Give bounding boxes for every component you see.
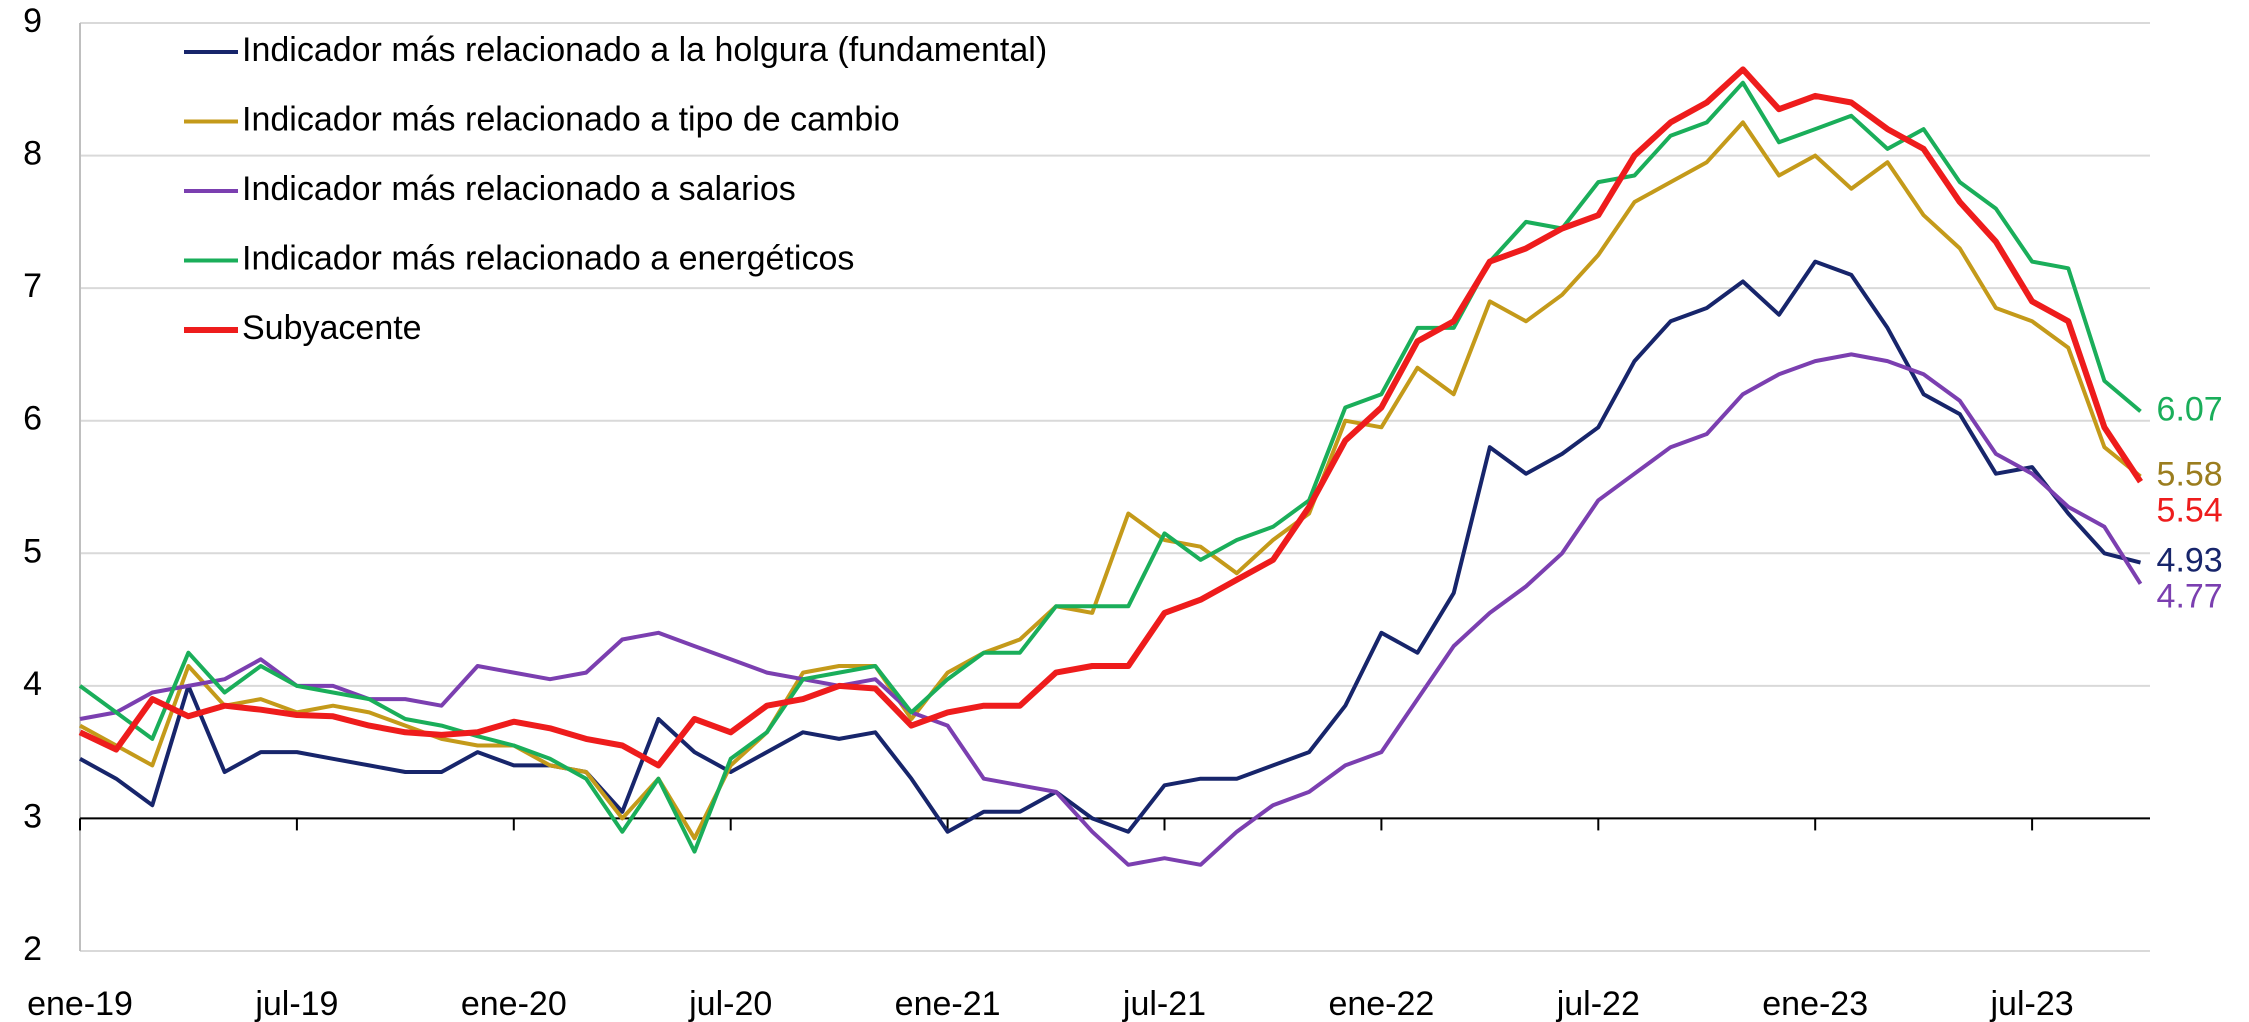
y-tick-label: 4	[23, 665, 42, 703]
y-tick-label: 6	[23, 400, 42, 438]
series-line	[78, 80, 2142, 854]
legend-label: Indicador más relacionado a tipo de camb…	[242, 100, 900, 138]
series-line	[78, 66, 2143, 769]
y-tick-label: 7	[23, 267, 42, 305]
end-label: 5.54	[2157, 491, 2223, 529]
x-tick-label: jul-20	[688, 985, 772, 1022]
x-tick-label: ene-20	[461, 985, 567, 1022]
end-label: 4.77	[2157, 578, 2223, 616]
x-tick-label: ene-21	[895, 985, 1001, 1022]
x-tick-label: jul-21	[1122, 985, 1206, 1022]
end-label: 4.93	[2157, 542, 2223, 580]
x-tick-label: ene-19	[27, 985, 133, 1022]
x-tick-label: jul-19	[254, 985, 338, 1022]
legend-label: Indicador más relacionado a salarios	[242, 170, 796, 208]
y-tick-label: 5	[23, 532, 42, 570]
x-tick-label: jul-23	[1990, 985, 2074, 1022]
y-tick-label: 3	[23, 797, 42, 835]
x-tick-label: ene-22	[1328, 985, 1434, 1022]
legend-label: Subyacente	[242, 309, 422, 347]
x-tick-label: jul-22	[1556, 985, 1640, 1022]
legend-label: Indicador más relacionado a energéticos	[242, 239, 854, 277]
end-label: 5.58	[2157, 455, 2223, 493]
series-line	[79, 259, 2141, 834]
y-tick-label: 8	[23, 135, 42, 173]
x-tick-label: ene-23	[1762, 985, 1868, 1022]
y-tick-label: 2	[23, 930, 42, 968]
legend-label: Indicador más relacionado a la holgura (…	[242, 31, 1047, 69]
y-tick-label: 9	[23, 2, 42, 40]
end-label: 6.07	[2157, 390, 2223, 428]
series-line	[79, 352, 2143, 867]
